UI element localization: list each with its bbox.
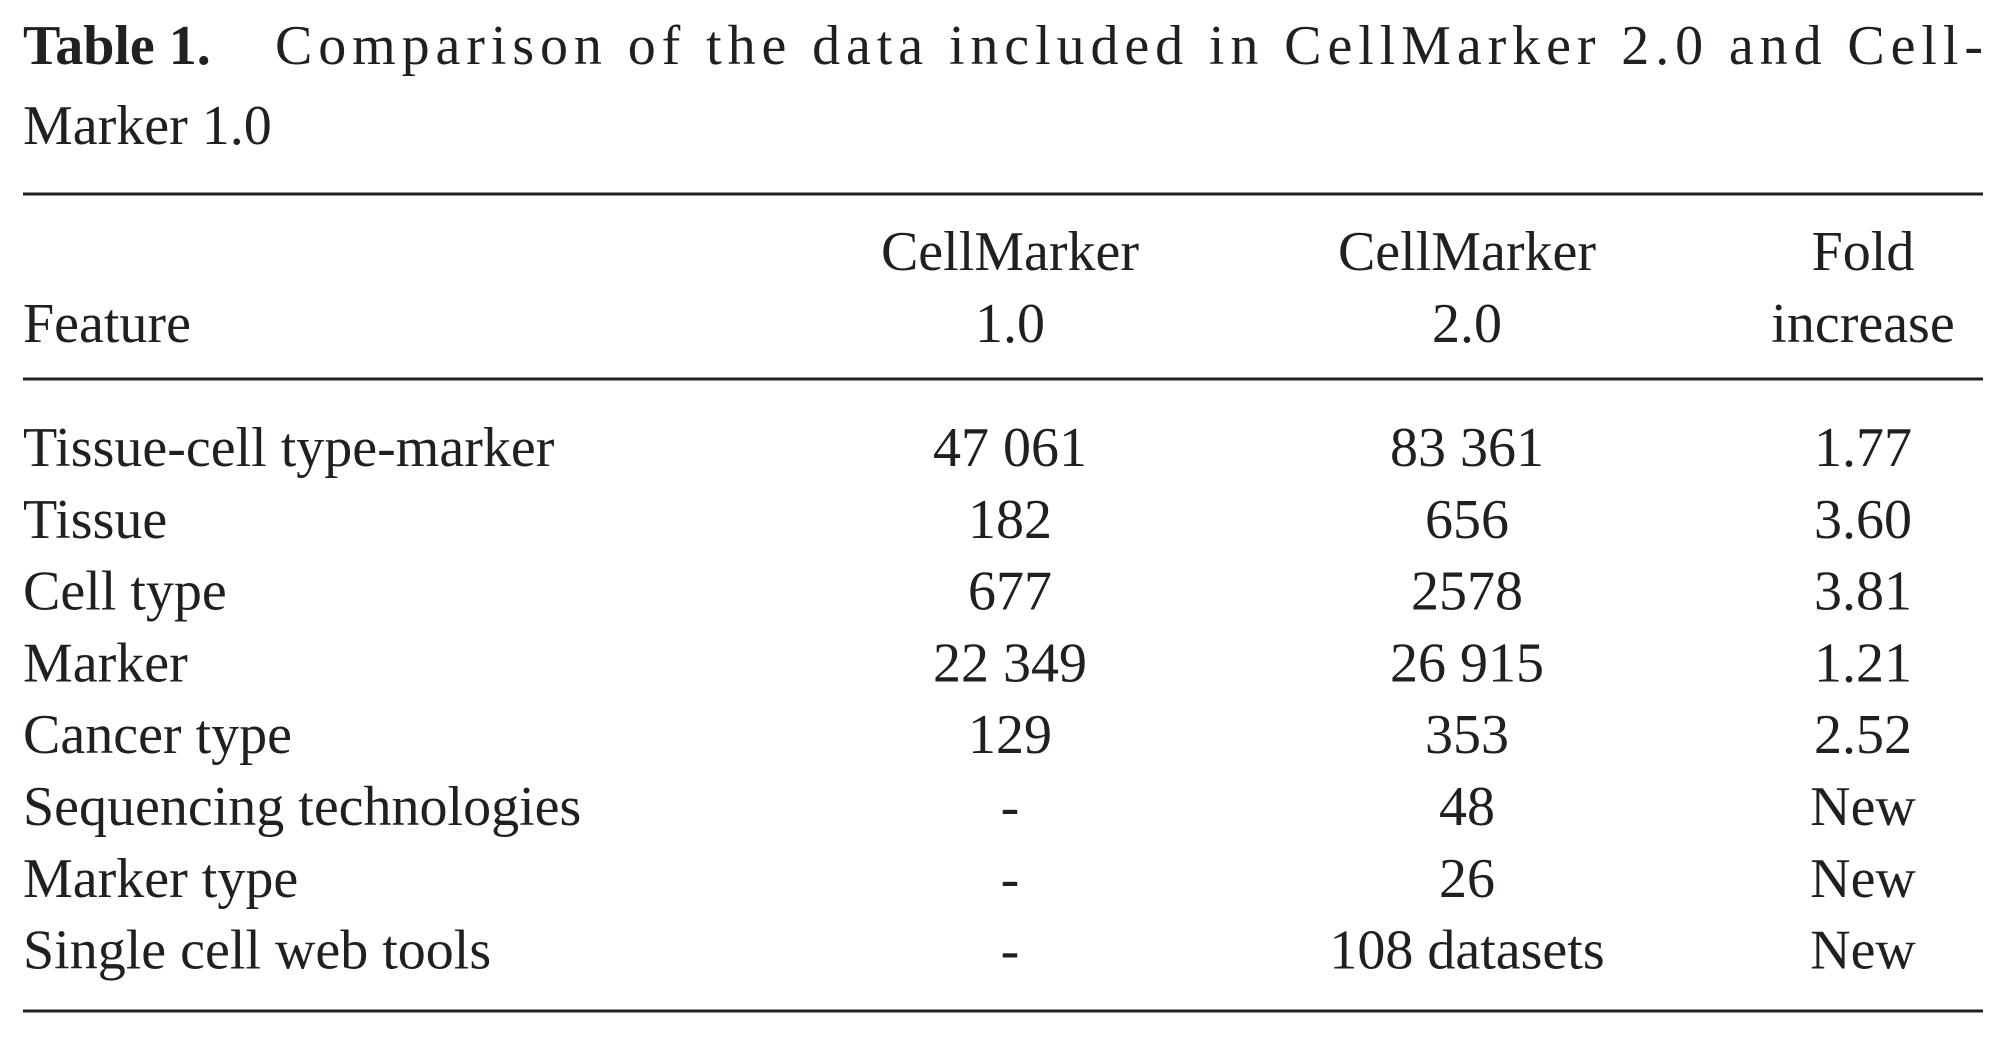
- cell: 2578: [1411, 561, 1523, 623]
- header-cell: CellMarker: [1338, 221, 1596, 283]
- cell: New: [1810, 776, 1916, 838]
- header-cell: Feature: [23, 293, 191, 355]
- header-cell: 2.0: [1432, 293, 1502, 355]
- cell: 22 349: [933, 632, 1087, 694]
- cell: -: [1001, 848, 1020, 910]
- cell: 129: [968, 704, 1052, 766]
- cell: 1.21: [1814, 632, 1912, 694]
- cell: 353: [1425, 704, 1509, 766]
- caption-label: Table 1.: [23, 15, 211, 77]
- row-label: Cancer type: [23, 704, 292, 766]
- header-cell: CellMarker: [881, 221, 1139, 283]
- cell: 656: [1425, 489, 1509, 551]
- cell: 3.81: [1814, 561, 1912, 623]
- row-label: Tissue-cell type-marker: [23, 417, 555, 479]
- cell: 677: [968, 561, 1052, 623]
- cell: 3.60: [1814, 489, 1912, 551]
- cell: New: [1810, 920, 1916, 982]
- cell: -: [1001, 920, 1020, 982]
- row-label: Tissue: [23, 489, 167, 551]
- cell: 108 datasets: [1329, 920, 1604, 982]
- cell: 182: [968, 489, 1052, 551]
- row-label: Single cell web tools: [23, 920, 491, 982]
- header-cell: 1.0: [975, 293, 1045, 355]
- cell: 2.52: [1814, 704, 1912, 766]
- row-label: Marker type: [23, 848, 298, 910]
- cell: New: [1810, 848, 1916, 910]
- row-label: Marker: [23, 632, 188, 694]
- cell: 26 915: [1390, 632, 1544, 694]
- cell: 48: [1439, 776, 1495, 838]
- cell: 47 061: [933, 417, 1087, 479]
- cell: 26: [1439, 848, 1495, 910]
- cell: 1.77: [1814, 417, 1912, 479]
- header-cell: Fold: [1812, 221, 1915, 283]
- row-label: Sequencing technologies: [23, 776, 581, 838]
- cell: 83 361: [1390, 417, 1544, 479]
- row-label: Cell type: [23, 561, 227, 623]
- header-cell: increase: [1771, 293, 1954, 355]
- caption-text: Marker 1.0: [23, 95, 272, 157]
- cell: -: [1001, 776, 1020, 838]
- caption-text: Comparison of the data included in CellM…: [275, 15, 1983, 77]
